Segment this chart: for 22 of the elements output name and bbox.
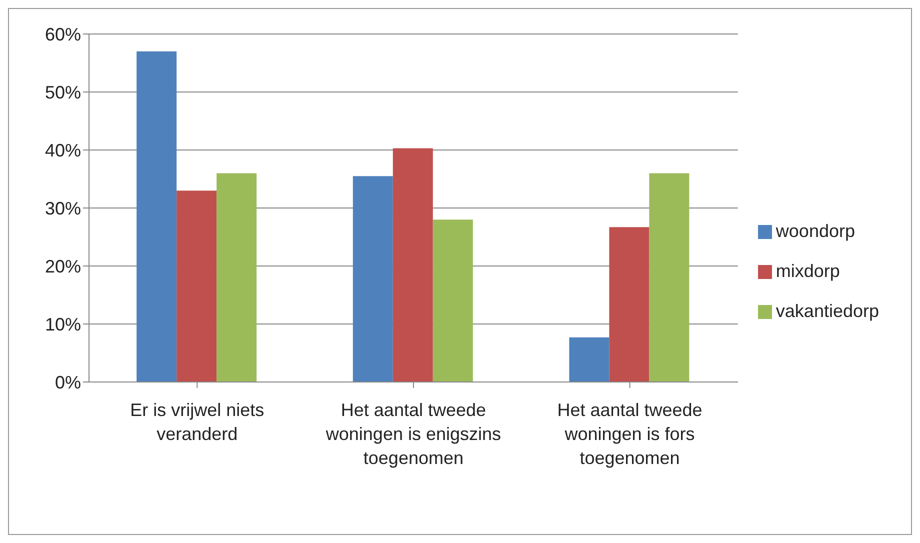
bar [392, 148, 433, 382]
y-tick-label: 60% [44, 24, 81, 44]
y-tick-label: 0% [54, 372, 81, 392]
bar [609, 227, 650, 382]
x-tick-label: Er is vrijwel niets veranderd [130, 400, 264, 444]
y-tick-label: 30% [44, 198, 81, 218]
legend-label: woondorp [776, 220, 855, 240]
bar [649, 173, 690, 382]
bar [176, 190, 217, 382]
y-tick-label: 10% [44, 314, 81, 334]
x-tick-label: Het aantal tweede woningen is fors toegenomen [557, 400, 702, 468]
x-tick-label: Het aantal tweede woningen is enigszins toegenomen [324, 400, 502, 468]
bar [352, 176, 393, 382]
bar [432, 220, 473, 382]
bar [136, 51, 177, 382]
y-tick-label: 40% [44, 140, 81, 160]
legend-label: vakantiedorp [776, 300, 879, 320]
bar [569, 337, 610, 382]
legend-label: mixdorp [776, 260, 840, 280]
y-tick-label: 20% [44, 256, 81, 276]
bar [216, 173, 257, 382]
y-tick-label: 50% [44, 82, 81, 102]
